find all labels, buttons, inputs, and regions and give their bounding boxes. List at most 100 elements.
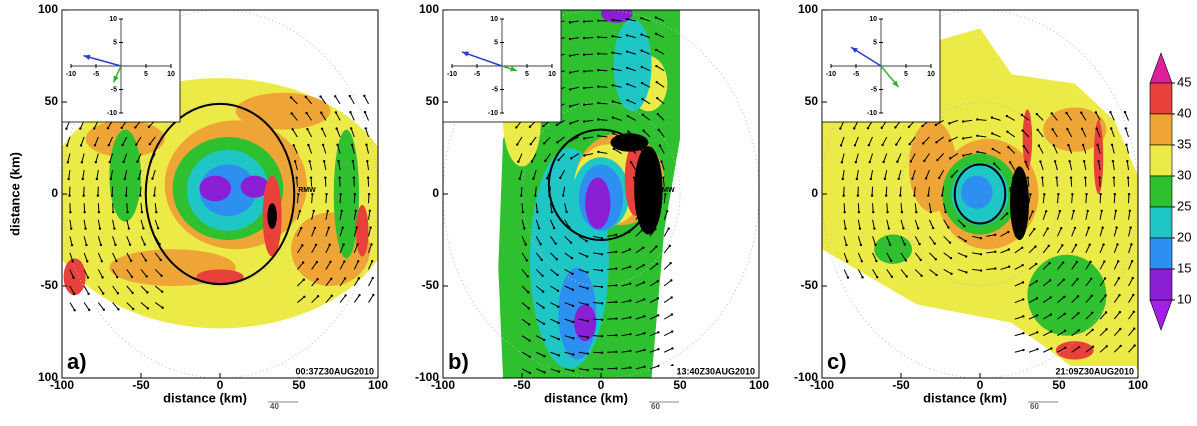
wind-vector-head	[655, 49, 657, 51]
wind-vector	[311, 178, 312, 187]
wind-vector-head	[667, 227, 669, 229]
wind-vector-head	[655, 65, 657, 67]
wind-vector-head	[1105, 311, 1107, 313]
wind-vector-head	[659, 144, 661, 146]
wind-vector-head	[1116, 243, 1118, 245]
wind-vector-head	[965, 271, 967, 273]
wind-vector-head	[85, 244, 87, 246]
wind-vector-head	[626, 18, 628, 20]
wind-vector-head	[586, 255, 588, 257]
wind-vector-head	[565, 211, 567, 213]
wind-vector-head	[1101, 210, 1103, 212]
wind-vector-head	[1131, 260, 1133, 262]
wind-vector-head	[101, 276, 103, 278]
wind-vector-head	[1076, 261, 1078, 263]
wind-vector-head	[86, 260, 88, 262]
timestamp: 21:09Z30AUG2010	[1055, 366, 1134, 376]
wind-vector-head	[642, 264, 644, 266]
wind-vector-head	[572, 305, 574, 307]
wind-vector-head	[873, 227, 875, 229]
wind-vector-head	[641, 66, 643, 68]
wind-vector-head	[911, 177, 913, 179]
wind-vector-head	[615, 251, 617, 253]
wind-vector-head	[67, 161, 69, 163]
wind-vector-head	[117, 292, 119, 294]
wind-vector-head	[532, 177, 534, 179]
wind-vector-head	[541, 275, 543, 277]
wind-vector-head	[336, 144, 338, 146]
wind-vector-head	[910, 160, 912, 162]
wind-vector-head	[601, 335, 603, 337]
wind-vector-head	[529, 356, 531, 358]
wind-vector-head	[1066, 128, 1068, 130]
wind-vector-head	[587, 369, 589, 371]
wind-vector-head	[66, 144, 68, 146]
reflectivity-area	[614, 19, 652, 111]
wind-vector-head	[1039, 160, 1041, 162]
wind-vector-head	[570, 241, 572, 243]
wind-vector	[1071, 178, 1072, 187]
wind-vector	[365, 112, 369, 120]
wind-vector-head	[1064, 330, 1066, 332]
wind-vector-head	[1133, 311, 1135, 313]
inset-tick-label: -5	[93, 71, 99, 78]
wind-vector-head	[136, 161, 138, 163]
wind-vector-head	[543, 339, 545, 341]
wind-vector-head	[922, 142, 924, 144]
wind-vector-head	[369, 210, 371, 212]
wind-vector-head	[1078, 346, 1080, 348]
wind-vector	[873, 203, 874, 212]
wind-vector-head	[355, 226, 357, 228]
wind-vector-head	[369, 226, 371, 228]
wind-vector-head	[72, 260, 74, 262]
wind-vector-head	[1129, 210, 1131, 212]
wind-vector-head	[657, 348, 659, 350]
wind-vector-head	[93, 127, 95, 129]
wind-vector-head	[597, 118, 599, 120]
wind-vector-head	[1125, 127, 1127, 129]
wind-vector-head	[302, 261, 304, 263]
wind-vector-head	[1065, 112, 1067, 114]
wind-vector-head	[597, 69, 599, 71]
wind-vector-head	[316, 278, 318, 280]
wind-vector	[113, 203, 114, 212]
wind-vector-head	[1062, 261, 1064, 263]
wind-vector-head	[121, 127, 123, 129]
wind-vector-head	[349, 111, 351, 113]
wind-vector-head	[1060, 227, 1062, 229]
vector-scale: 40	[270, 402, 279, 411]
wind-vector-head	[551, 211, 553, 213]
wind-vector-head	[344, 277, 346, 279]
wind-vector-head	[556, 124, 558, 126]
wind-vector-head	[882, 161, 884, 163]
wind-vector-head	[126, 211, 128, 213]
wind-vector-head	[1084, 176, 1086, 178]
wind-vector-head	[629, 266, 631, 268]
wind-vector-head	[1027, 177, 1029, 179]
wind-vector-head	[100, 244, 102, 246]
wind-vector-head	[516, 143, 518, 145]
wind-vector-head	[980, 253, 982, 255]
wind-vector	[354, 295, 359, 302]
wind-vector	[584, 38, 593, 39]
wind-vector-head	[153, 194, 155, 196]
wind-vector-head	[847, 276, 849, 278]
wind-vector	[1100, 194, 1101, 203]
wind-vector-head	[125, 194, 127, 196]
wind-vector-head	[67, 178, 69, 180]
wind-vector-head	[949, 241, 951, 243]
wind-vector-head	[569, 71, 571, 73]
wind-vector-head	[1080, 111, 1082, 113]
wind-vector-head	[95, 161, 97, 163]
wind-vector-head	[671, 313, 673, 315]
wind-vector-head	[1085, 193, 1087, 195]
wind-vector-head	[103, 309, 105, 311]
reflectivity-area	[961, 176, 993, 209]
wind-vector-head	[626, 83, 628, 85]
wind-vector-head	[1110, 127, 1112, 129]
wind-vector	[664, 315, 672, 320]
wind-vector-head	[963, 225, 965, 227]
wind-vector-head	[68, 194, 70, 196]
wind-vector-head	[917, 227, 919, 229]
wind-vector	[664, 246, 670, 253]
